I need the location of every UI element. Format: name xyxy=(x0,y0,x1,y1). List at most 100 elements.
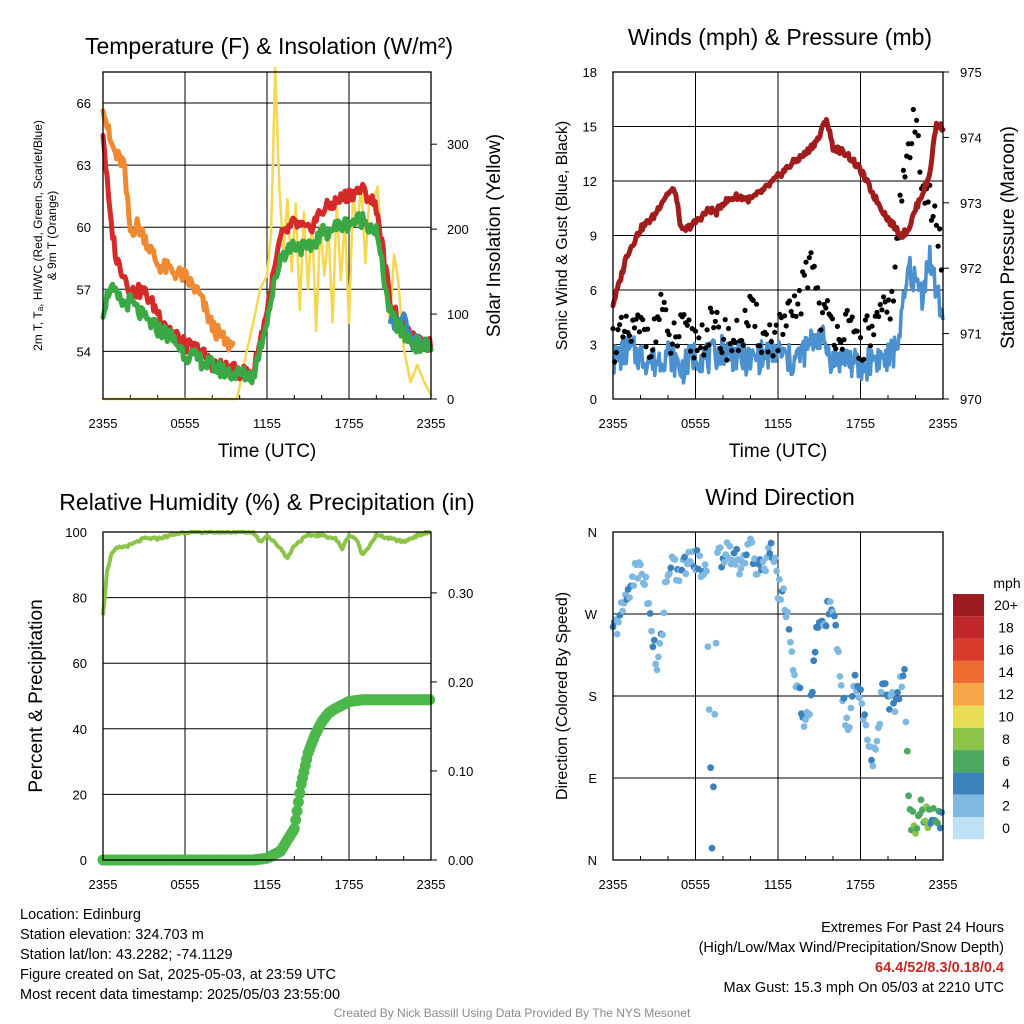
precip-point xyxy=(291,805,303,817)
wdir-point xyxy=(899,672,907,680)
gust-point xyxy=(636,329,643,335)
gust-point xyxy=(841,337,847,343)
wdir-x-tick-label: 0555 xyxy=(681,877,710,892)
wdir-point xyxy=(886,706,893,713)
gust-point xyxy=(833,346,839,352)
wdir-point xyxy=(701,561,709,569)
gust-point xyxy=(645,326,651,332)
speed-legend-label: 2 xyxy=(1002,798,1010,814)
gust-point xyxy=(633,316,639,322)
gust-point xyxy=(722,317,728,323)
gust-point xyxy=(699,322,705,328)
wdir-point xyxy=(762,567,769,575)
rh-plot-border xyxy=(102,531,432,861)
wdir-point xyxy=(784,608,791,616)
gust-point xyxy=(656,316,662,323)
rh-y2-tick-label: 0.20 xyxy=(448,675,473,690)
speed-legend-swatch xyxy=(953,750,984,773)
gust-point xyxy=(909,141,915,147)
gust-point xyxy=(864,313,870,319)
gust-point xyxy=(899,198,905,204)
wdir-x-tick-label: 1155 xyxy=(764,877,792,892)
wdir-point xyxy=(748,538,756,546)
gust-point xyxy=(668,350,674,356)
temp-series-group xyxy=(100,66,434,401)
gust-point xyxy=(666,332,672,338)
gust-point xyxy=(763,331,770,337)
temp-y2-tick-label: 300 xyxy=(447,137,469,152)
gust-point xyxy=(823,305,829,311)
temp-title: Temperature (F) & Insolation (W/m²) xyxy=(85,33,453,59)
gust-point xyxy=(617,322,623,328)
rh-y-tick-label: 20 xyxy=(73,787,87,802)
gust-point xyxy=(719,349,725,356)
wdir-point xyxy=(796,684,804,692)
speed-legend-swatch xyxy=(953,794,984,817)
temp-y-axis-label: 2m T, Tₐ, HI/WC (Red, Green, Scarlet/Blu… xyxy=(31,120,45,351)
gust-point xyxy=(884,309,890,315)
wdir-point xyxy=(649,643,657,651)
wdir-point xyxy=(743,551,750,559)
gust-point xyxy=(861,356,867,362)
speed-legend-label: 8 xyxy=(1002,731,1010,747)
gust-point xyxy=(716,324,722,330)
gust-point xyxy=(834,323,841,329)
wdir-point xyxy=(767,539,775,547)
gust-point xyxy=(721,336,727,342)
wdir-point xyxy=(652,660,659,668)
gust-point xyxy=(811,263,817,269)
gust-point xyxy=(732,339,738,345)
wind-y-tick-label: 3 xyxy=(590,338,597,353)
speed-legend-swatch xyxy=(953,594,984,617)
wdir-point xyxy=(872,745,879,753)
gust-point xyxy=(818,327,824,333)
wdir-point xyxy=(693,547,701,554)
wdir-point xyxy=(846,724,853,731)
wdir-point xyxy=(637,561,644,569)
wdir-point xyxy=(888,688,896,696)
wdir-point xyxy=(671,556,679,563)
wdir-point xyxy=(634,575,642,582)
gust-point xyxy=(915,133,921,139)
speed-legend-swatch xyxy=(953,817,984,840)
precip-point xyxy=(290,814,302,826)
speed-legend-label: 20+ xyxy=(994,597,1018,613)
wdir-y-axis-label: Direction (Colored By Speed) xyxy=(554,592,571,800)
wdir-point xyxy=(721,559,728,566)
gust-point xyxy=(696,335,702,341)
extremes-info: Extremes For Past 24 Hours (High/Low/Max… xyxy=(699,918,1004,998)
gust-point xyxy=(742,307,748,313)
gust-point xyxy=(783,323,789,329)
wdir-point xyxy=(832,621,840,629)
wdir-point xyxy=(909,808,917,815)
wdir-point xyxy=(903,747,911,755)
dewpoint-line xyxy=(100,211,434,386)
wind-title: Winds (mph) & Pressure (mb) xyxy=(628,24,932,50)
precip-point xyxy=(292,796,304,808)
wind-plot-border xyxy=(612,71,944,400)
gust-point xyxy=(729,348,735,354)
wdir-point xyxy=(835,648,842,655)
wdir-point xyxy=(708,844,716,852)
wdir-point xyxy=(785,626,793,633)
wdir-point xyxy=(641,581,648,588)
gust-point xyxy=(671,320,677,326)
rh-line xyxy=(101,530,432,616)
gust-point xyxy=(691,355,697,361)
wdir-point xyxy=(655,653,662,661)
gust-point xyxy=(890,298,897,304)
wind-y-tick-label: 6 xyxy=(590,283,597,298)
temp-y2-tick-label: 200 xyxy=(447,222,469,237)
temp-x-axis-label: Time (UTC) xyxy=(218,441,317,462)
wind-y2-axis-label: Station Pressure (Maroon) xyxy=(998,126,1019,349)
gust-point xyxy=(795,301,801,307)
gust-point xyxy=(734,317,740,323)
wdir-point xyxy=(733,545,741,553)
speed-legend-label: 10 xyxy=(998,709,1014,725)
wdir-point xyxy=(681,553,688,561)
wdir-point xyxy=(759,558,767,565)
wdir-point xyxy=(876,720,884,728)
wind-y-tick-label: 12 xyxy=(583,174,597,189)
rh-y-tick-label: 80 xyxy=(73,591,87,606)
speed-legend-swatch xyxy=(953,660,984,684)
